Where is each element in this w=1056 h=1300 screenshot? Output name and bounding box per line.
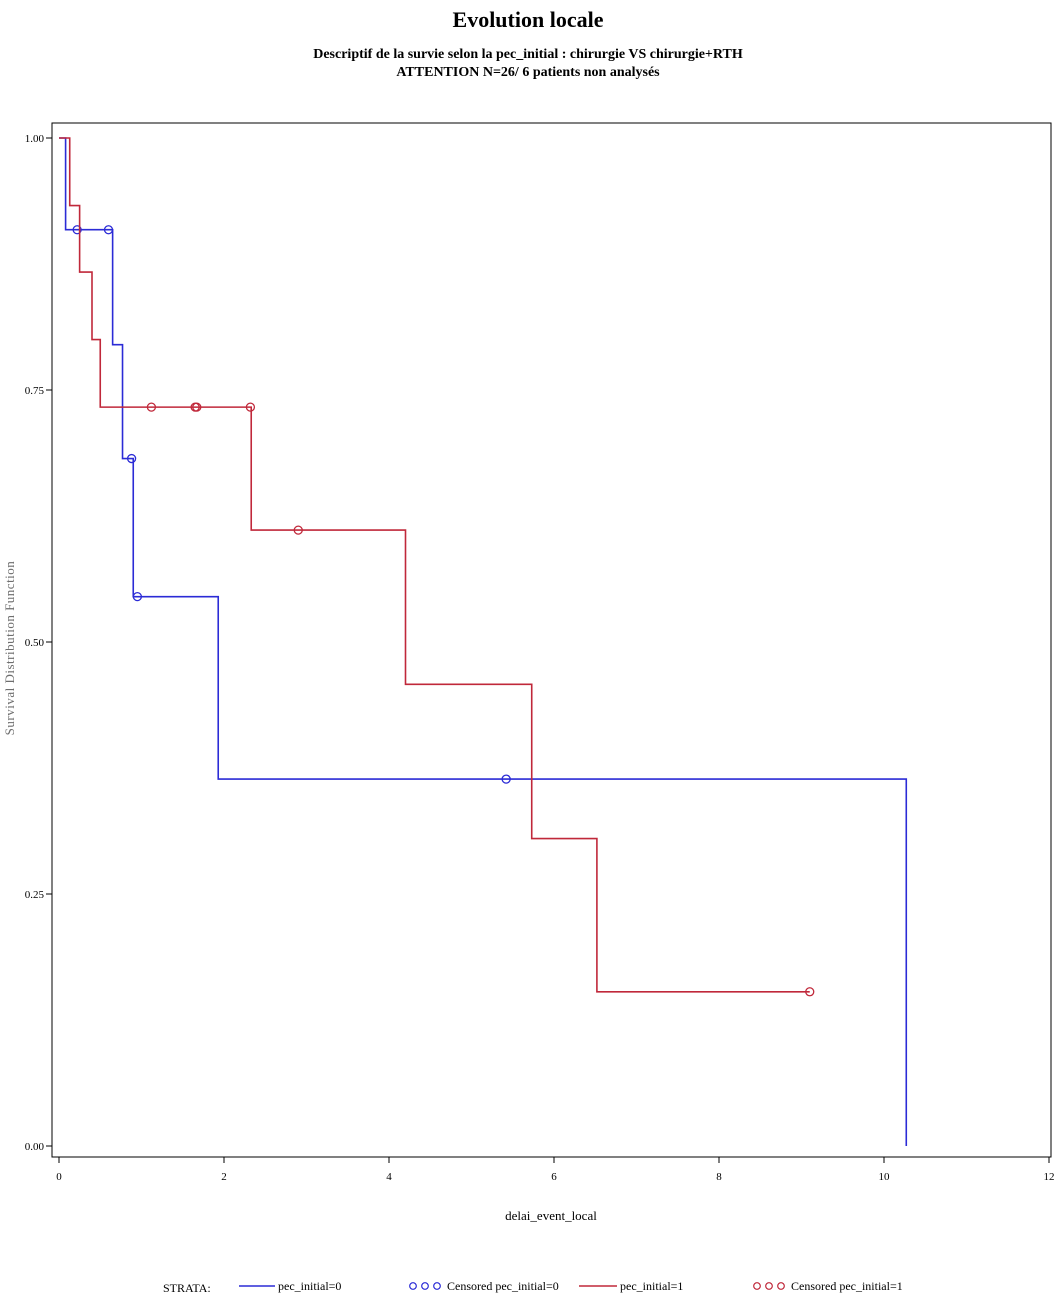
y-tick-label: 1.00 [25, 133, 45, 145]
x-tick-label: 0 [56, 1171, 62, 1183]
censor-marker-series-1 [293, 525, 303, 535]
censor-marker-series-0 [132, 591, 143, 602]
chart-subtitle-line-2: ATTENTION N=26/ 6 patients non analysés [396, 65, 660, 80]
y-tick-label: 0.00 [25, 1141, 45, 1153]
survival-curve-pec-initial-1 [59, 137, 810, 993]
x-tick-label: 12 [1044, 1171, 1055, 1183]
legend-censor-marker [433, 1282, 441, 1290]
legend: STRATA: pec_initial=0 Censored pec_initi… [163, 1279, 903, 1295]
chart-title: Evolution locale [453, 7, 604, 32]
legend-censor-marker [765, 1282, 773, 1290]
censor-marker-series-1 [805, 987, 815, 997]
x-axis-label: delai_event_local [505, 1208, 597, 1223]
x-tick-label: 10 [879, 1171, 891, 1183]
legend-censor-marker [409, 1282, 417, 1290]
censor-marker-series-0 [126, 453, 137, 464]
legend-label-censored-pec-initial-0: Censored pec_initial=0 [447, 1279, 559, 1293]
censor-marker-series-1 [146, 402, 157, 412]
legend-label-censored-pec-initial-1: Censored pec_initial=1 [791, 1279, 903, 1293]
x-tick-label: 4 [386, 1171, 392, 1183]
legend-title: STRATA: [163, 1281, 211, 1295]
y-tick-label: 0.75 [25, 385, 45, 397]
legend-label-pec-initial-0: pec_initial=0 [278, 1279, 341, 1293]
censor-marker-series-1 [245, 402, 256, 412]
x-tick-label: 6 [551, 1171, 557, 1183]
legend-censor-marker [777, 1282, 785, 1290]
legend-censor-markers-0 [409, 1282, 441, 1290]
series-layer [59, 137, 908, 1146]
censor-marker-series-0 [72, 225, 82, 235]
legend-censor-marker [753, 1282, 761, 1290]
censor-marker-series-0 [103, 225, 114, 235]
x-tick-label: 8 [716, 1171, 722, 1183]
chart-subtitle-line-1: Descriptif de la survie selon la pec_ini… [313, 47, 743, 62]
plot-area-frame [51, 122, 1052, 1158]
censor-marker-series-1 [192, 402, 202, 412]
legend-censor-marker [421, 1282, 429, 1290]
y-tick-label: 0.25 [25, 889, 45, 901]
survival-curve-pec-initial-0 [59, 137, 908, 1146]
y-axis: 0.00 0.25 0.50 0.75 1.00 [25, 133, 52, 1153]
x-axis: 0 2 4 6 8 10 12 [56, 1157, 1055, 1183]
x-tick-label: 2 [221, 1171, 227, 1183]
y-tick-label: 0.50 [25, 637, 45, 649]
y-axis-label: Survival Distribution Function [2, 561, 17, 736]
legend-label-pec-initial-1: pec_initial=1 [620, 1279, 683, 1293]
legend-censor-markers-1 [753, 1282, 785, 1290]
censor-marker-series-0 [501, 774, 511, 784]
